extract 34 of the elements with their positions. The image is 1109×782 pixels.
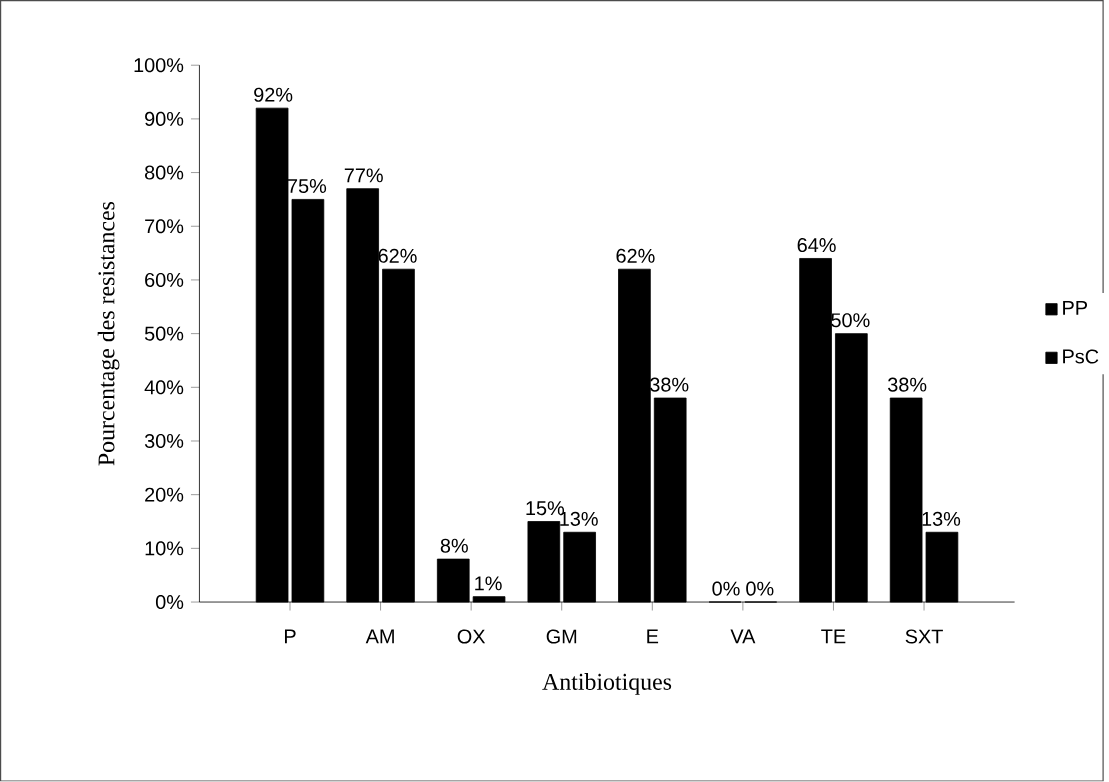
y-tick-label: 60% [145,273,184,288]
y-tick-label: 40% [144,380,184,395]
data-label: 1% [475,576,502,591]
x-tick-label: VA [730,629,756,644]
legend-label: PsC [1063,349,1099,364]
data-label: 13% [922,512,961,527]
data-label: 62% [616,248,655,264]
data-label: 77% [344,168,383,183]
y-tick-label: 100% [134,58,184,73]
data-label: 0% [712,581,740,596]
y-tick-label: 10% [145,541,184,556]
x-axis-title: Antibiotiques [542,673,672,695]
y-tick-label: 70% [145,219,184,234]
data-label: 75% [288,179,327,194]
legend-label: PP [1063,301,1087,315]
data-label: 0% [746,581,774,596]
data-label: 64% [797,238,836,253]
y-tick-label: 80% [144,165,184,180]
x-tick-label: P [284,629,296,644]
y-tick-label: 20% [145,487,184,502]
y-tick-label: 30% [144,434,184,449]
data-label: 92% [254,87,293,102]
y-tick-label: 90% [145,112,184,127]
x-tick-label: SXT [905,629,943,644]
x-tick-label: GM [546,629,577,644]
x-tick-label: TE [821,629,846,644]
y-tick-label: 0% [155,595,184,610]
x-tick-label: OX [457,629,486,644]
data-label: 8% [440,538,468,553]
y-axis-title: Pourcentage des resistances [97,202,120,466]
x-tick-label: AM [365,629,394,644]
data-label: 38% [887,377,927,392]
y-tick-label: 50% [144,326,184,341]
x-tick-label: E [647,629,659,644]
